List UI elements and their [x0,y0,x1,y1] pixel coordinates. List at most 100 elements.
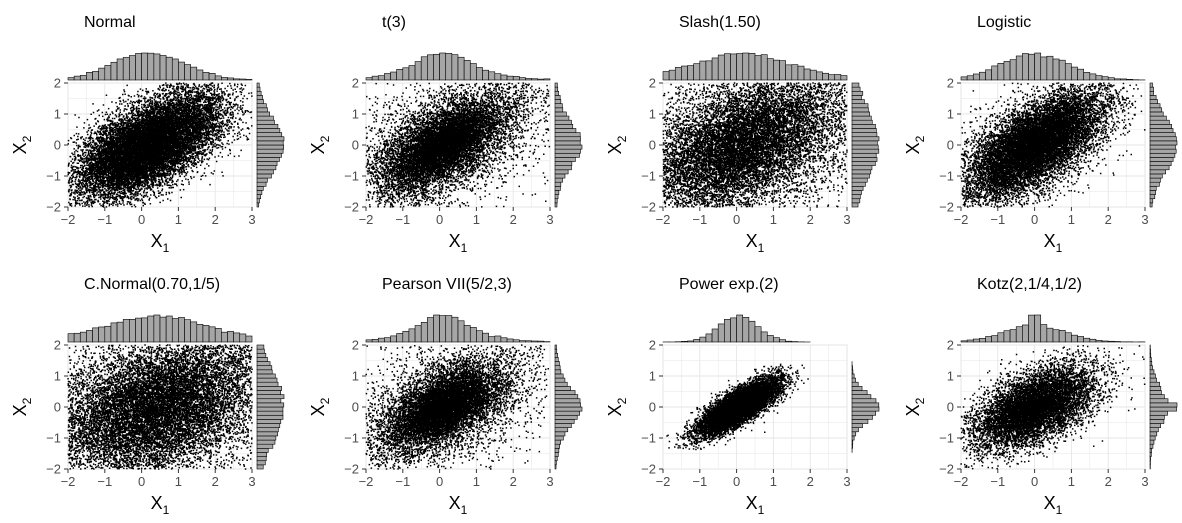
hist-bar [1149,202,1153,208]
hist-bar [554,402,581,408]
x-tick-label: −2 [61,212,76,227]
y-marginal-histogram [1149,344,1178,470]
x-marginal-histogram [960,314,1146,343]
hist-bar [554,448,560,453]
y-axis-label: X2 [308,135,332,154]
x-tick-label: 1 [175,212,182,227]
x-axis-label: X1 [449,231,468,255]
hist-bar [256,82,260,88]
hist-bar [451,54,459,81]
hist-bar [851,173,870,179]
x-marginal-histogram [662,52,848,81]
hist-bar [554,190,560,195]
hist-bar [1149,194,1156,200]
hist-bar [1149,82,1153,88]
y-axis-label: X2 [903,397,927,416]
hist-bar [554,99,562,104]
x-marginal-histogram [67,314,253,343]
hist-bar [256,128,281,133]
hist-bar [256,448,269,453]
hist-bar [779,60,786,81]
hist-bar [256,115,274,121]
hist-bar [554,348,558,354]
hist-bar [396,69,404,81]
hist-bar [147,52,155,81]
hist-bar [543,78,551,81]
hist-bar [851,99,865,104]
y-tick-label: 0 [54,138,61,153]
hist-bar [227,77,234,81]
hist-bar [760,54,768,81]
panel-title: Kotz(2,1/4,1/2) [977,276,1082,293]
x-tick-label: −1 [97,474,112,489]
x-tick-label: −2 [61,474,76,489]
hist-bar [500,337,508,343]
hist-bar [1058,330,1066,343]
hist-bar [1028,314,1035,343]
hist-bar [377,75,385,81]
hist-bar [256,161,278,166]
hist-bar [985,336,992,343]
x-tick-label: 2 [807,474,814,489]
hist-bar [851,107,869,113]
hist-bar [554,406,583,412]
y-tick-label: −2 [939,200,954,215]
hist-bar [809,69,817,81]
hist-bar [554,103,563,109]
hist-bar [816,71,823,81]
hist-bar [256,148,284,154]
hist-bar [554,377,566,383]
y-tick-label: 2 [649,76,656,91]
hist-bar [256,119,275,125]
hist-bar [256,390,282,395]
hist-bar [754,55,762,81]
hist-bar [554,173,566,179]
hist-bar [851,165,873,171]
hist-bar [1149,394,1165,400]
hist-bar [828,74,836,81]
hist-bar [1015,326,1023,343]
hist-bar [736,314,744,343]
hist-bar [476,67,483,81]
y-axis-label: X2 [10,397,34,416]
hist-bar [256,194,262,200]
hist-bar [1149,90,1154,96]
hist-bar [494,73,502,81]
hist-bar [256,423,281,428]
y-tick-label: 1 [352,369,359,384]
hist-bar [966,339,974,343]
hist-bar [1149,414,1165,420]
x-tick-label: 2 [212,212,219,227]
hist-bar [742,52,750,81]
hist-bar [1046,327,1054,343]
x-tick-label: −1 [395,474,410,489]
panel-8: Kotz(2,1/4,1/2) −2 −1 0 1 2 3 −2 −1 0 1 2 X1 X2 [903,276,1178,517]
hist-bar [537,78,545,81]
x-axis-label: X1 [151,231,170,255]
hist-bar [554,390,576,395]
x-tick-label: −1 [692,212,707,227]
x-tick-label: 3 [1141,474,1148,489]
hist-bar [1034,314,1042,343]
hist-bar [851,198,861,204]
hist-bar [851,115,872,121]
panel-2: t(3) −2 −1 0 1 2 3 −2 −1 0 1 2 X1 X2 [308,14,583,255]
hist-bar [1040,324,1048,343]
y-tick-label: 2 [649,338,656,353]
hist-bar [86,330,93,343]
scatter-points [67,344,253,470]
hist-bar [554,194,559,200]
y-tick-label: 2 [947,338,954,353]
hist-bar [104,325,112,343]
hist-bar [851,194,861,200]
x-axis-label: X1 [746,493,765,517]
hist-bar [851,427,859,433]
hist-bar [711,328,719,343]
hist-bar [1149,398,1169,404]
hist-bar [1149,181,1160,187]
y-tick-label: 1 [352,107,359,122]
hist-bar [86,72,93,81]
scatter-points [666,363,809,451]
hist-bar [851,181,866,187]
hist-bar [256,99,264,104]
